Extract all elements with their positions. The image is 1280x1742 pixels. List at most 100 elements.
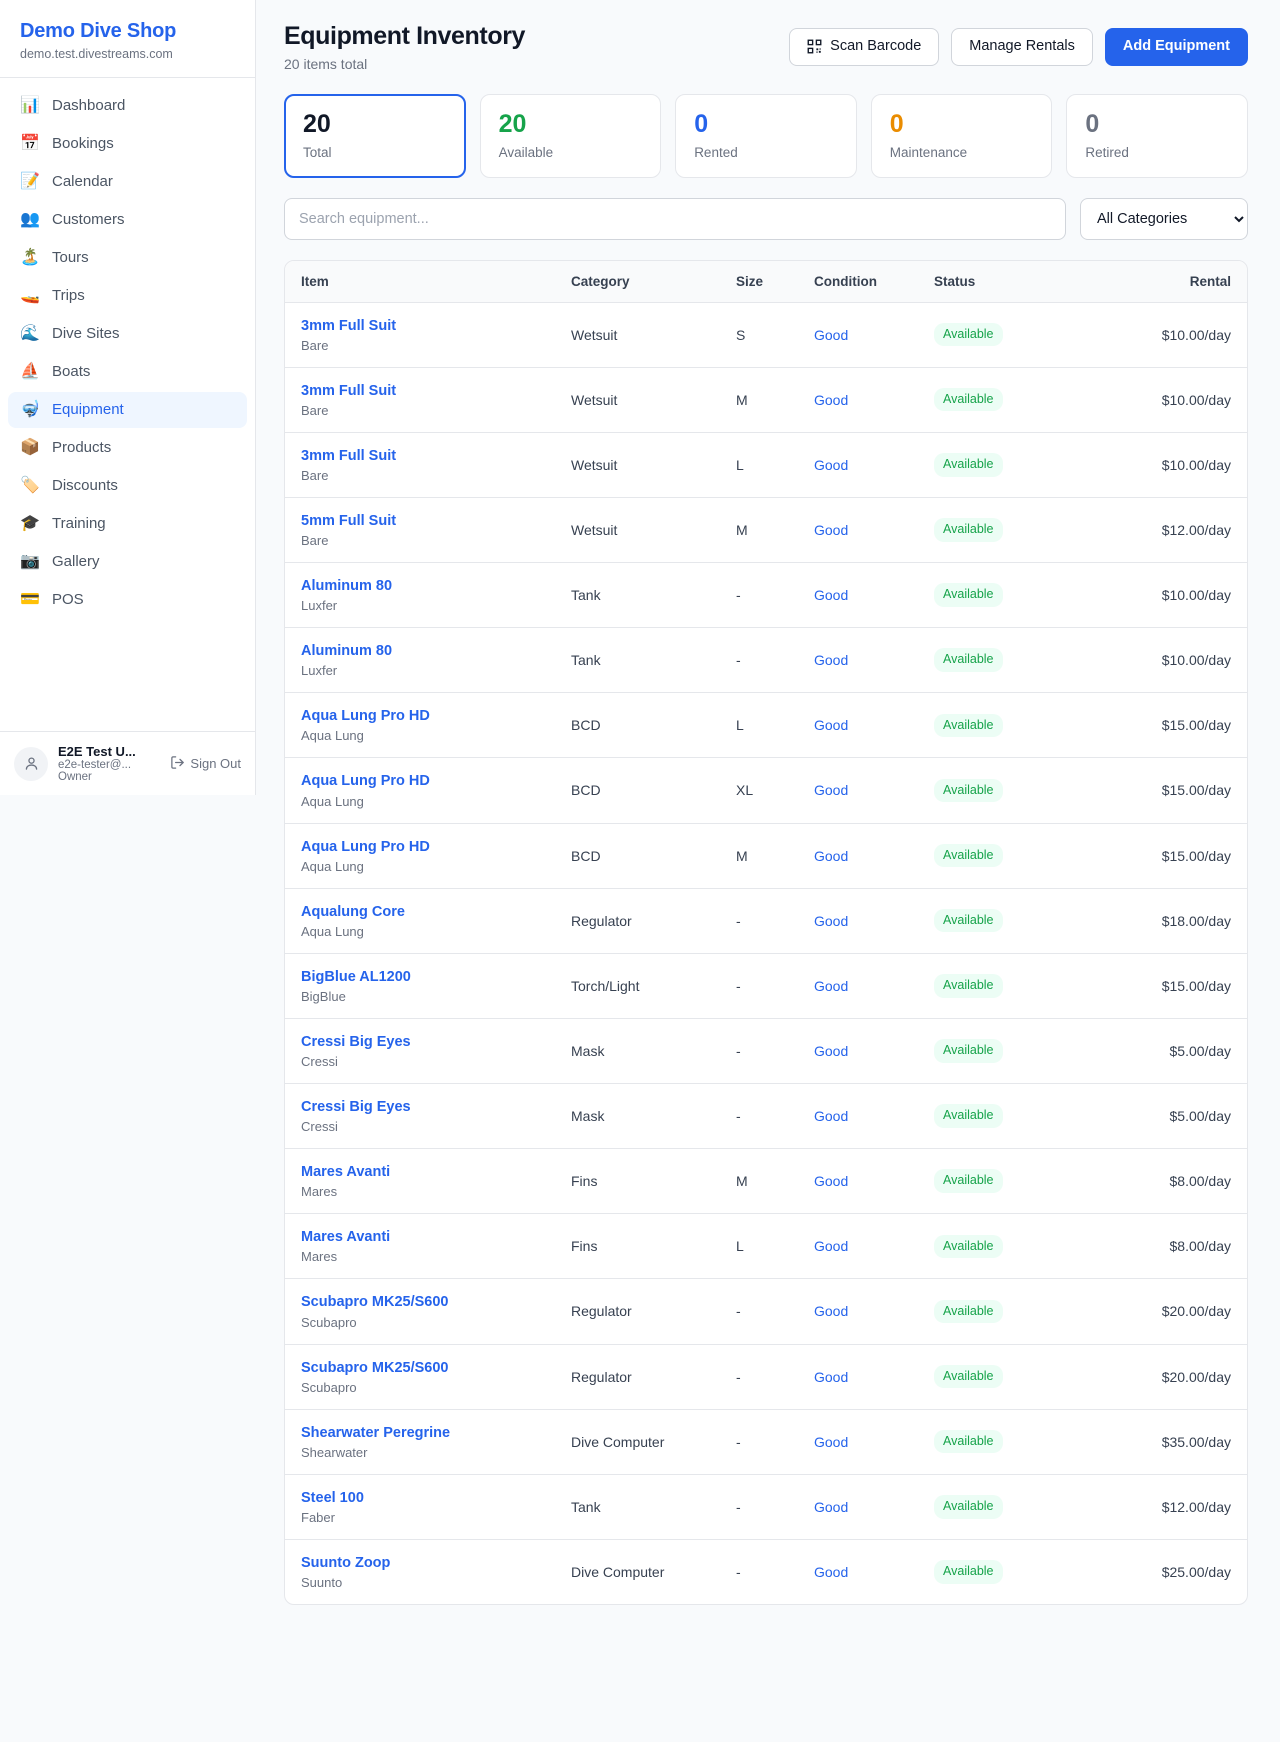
- table-row[interactable]: Aluminum 80 Luxfer Tank - Good Available $10.0…: [285, 627, 1247, 694]
- sidebar-item-dive-sites[interactable]: 🌊 Dive Sites: [8, 316, 247, 352]
- item-link[interactable]: Aqua Lung Pro HD: [301, 708, 430, 725]
- item-link[interactable]: Cressi Big Eyes: [301, 1099, 411, 1115]
- condition-link[interactable]: Good: [814, 326, 849, 343]
- sidebar-item-discounts[interactable]: 🏷️ Discounts: [8, 468, 247, 504]
- category-filter-select[interactable]: All Categories: [1080, 197, 1248, 240]
- item-link[interactable]: Scubapro MK25/S600: [301, 1359, 449, 1376]
- search-input[interactable]: [284, 197, 1066, 240]
- table-row[interactable]: Aqualung Core Aqua Lung Regulator - Good Avai…: [285, 888, 1247, 954]
- cell-condition: Good: [798, 1409, 918, 1475]
- table-row[interactable]: Suunto Zoop Suunto Dive Computer - Good Avail…: [285, 1539, 1247, 1604]
- condition-link[interactable]: Good: [814, 1108, 849, 1125]
- item-link[interactable]: Scubapro MK25/S600: [301, 1294, 449, 1311]
- item-link[interactable]: 3mm Full Suit: [301, 447, 397, 464]
- condition-link[interactable]: Good: [814, 1238, 849, 1255]
- table-row[interactable]: Scubapro MK25/S600 Scubapro Regulator - Good…: [285, 1344, 1247, 1410]
- column-header-rental[interactable]: Rental: [1063, 260, 1247, 303]
- item-link[interactable]: Mares Avanti: [301, 1164, 391, 1181]
- stat-card-maintenance[interactable]: 0 Maintenance: [870, 94, 1053, 178]
- condition-link[interactable]: Good: [814, 587, 849, 604]
- table-row[interactable]: Aqua Lung Pro HD Aqua Lung BCD M Good Availab…: [285, 823, 1247, 889]
- sidebar-item-boats[interactable]: ⛵ Boats: [8, 354, 247, 390]
- column-header-condition[interactable]: Condition: [798, 260, 918, 303]
- sidebar-item-gallery[interactable]: 📷 Gallery: [8, 544, 247, 580]
- condition-link[interactable]: Good: [814, 1563, 849, 1580]
- item-link[interactable]: Aluminum 80: [301, 643, 393, 660]
- item-link[interactable]: Aqua Lung Pro HD: [301, 773, 430, 790]
- table-row[interactable]: 3mm Full Suit Bare Wetsuit L Good Available $1…: [285, 432, 1247, 498]
- cell-item: Cressi Big Eyes Cressi: [285, 1083, 555, 1150]
- item-link[interactable]: 3mm Full Suit: [301, 382, 397, 399]
- add-equipment-button[interactable]: Add Equipment: [1104, 28, 1248, 66]
- stat-card-retired[interactable]: 0 Retired: [1066, 94, 1248, 178]
- sidebar-item-trips[interactable]: 🚤 Trips: [8, 278, 247, 314]
- cell-rental: $10.00/day: [1063, 367, 1247, 433]
- sidebar-item-bookings[interactable]: 📅 Bookings: [8, 126, 247, 162]
- equipment-table-card: Item Category Size Condition Status Rental 3m…: [284, 259, 1248, 1605]
- item-link[interactable]: Cressi Big Eyes: [301, 1033, 411, 1050]
- condition-link[interactable]: Good: [814, 977, 849, 994]
- stat-card-total[interactable]: 20 Total: [284, 94, 466, 178]
- sidebar: Demo Dive Shop demo.test.divestreams.com…: [0, 0, 256, 795]
- stat-card-available[interactable]: 20 Available: [479, 94, 662, 178]
- sidebar-item-calendar[interactable]: 📝 Calendar: [8, 164, 247, 200]
- user-footer: E2E Test U... e2e-tester@... Owner Sign …: [0, 731, 255, 795]
- item-link[interactable]: 5mm Full Suit: [301, 512, 397, 529]
- condition-link[interactable]: Good: [814, 456, 849, 473]
- condition-link[interactable]: Good: [814, 1498, 849, 1515]
- sign-out-button[interactable]: Sign Out: [170, 755, 241, 773]
- brand-header[interactable]: Demo Dive Shop demo.test.divestreams.com: [0, 0, 255, 78]
- item-link[interactable]: 3mm Full Suit: [301, 317, 397, 334]
- sidebar-item-dashboard[interactable]: 📊 Dashboard: [8, 88, 247, 124]
- condition-link[interactable]: Good: [814, 1042, 849, 1059]
- sidebar-item-pos[interactable]: 💳 POS: [8, 582, 247, 618]
- item-link[interactable]: Aqua Lung Pro HD: [301, 838, 430, 855]
- table-row[interactable]: Mares Avanti Mares Fins L Good Available $8.00…: [285, 1213, 1247, 1280]
- column-header-item[interactable]: Item: [285, 260, 555, 303]
- table-row[interactable]: 3mm Full Suit Bare Wetsuit M Good Available $1…: [285, 367, 1247, 433]
- table-row[interactable]: 3mm Full Suit Bare Wetsuit S Good Available $1…: [285, 302, 1247, 368]
- item-link[interactable]: Steel 100: [301, 1489, 364, 1506]
- table-row[interactable]: Cressi Big Eyes Cressi Mask - Good Available $…: [285, 1018, 1247, 1085]
- cell-item: 5mm Full Suit Bare: [285, 497, 555, 564]
- condition-link[interactable]: Good: [814, 652, 849, 669]
- condition-link[interactable]: Good: [814, 912, 849, 929]
- table-row[interactable]: Mares Avanti Mares Fins M Good Available $8.00…: [285, 1148, 1247, 1215]
- manage-rentals-button[interactable]: Manage Rentals: [951, 28, 1093, 66]
- column-header-size[interactable]: Size: [720, 260, 798, 303]
- table-row[interactable]: Aluminum 80 Luxfer Tank - Good Available $10.0…: [285, 562, 1247, 629]
- table-row[interactable]: Shearwater Peregrine Shearwater Dive Compu…: [285, 1409, 1247, 1475]
- condition-link[interactable]: Good: [814, 521, 849, 538]
- condition-link[interactable]: Good: [814, 1303, 849, 1320]
- table-row[interactable]: Scubapro MK25/S600 Scubapro Regulator - Good…: [285, 1278, 1247, 1345]
- item-link[interactable]: Aqualung Core: [301, 903, 405, 920]
- table-row[interactable]: Steel 100 Faber Tank - Good Available $12.00/d…: [285, 1474, 1247, 1540]
- column-header-status[interactable]: Status: [918, 260, 1063, 303]
- table-row[interactable]: Aqua Lung Pro HD Aqua Lung BCD L Good Availab…: [285, 692, 1247, 759]
- sidebar-item-training[interactable]: 🎓 Training: [8, 506, 247, 542]
- sidebar-item-tours[interactable]: 🏝️ Tours: [8, 240, 247, 276]
- cell-item: Shearwater Peregrine Shearwater: [285, 1409, 555, 1475]
- sidebar-item-products[interactable]: 📦 Products: [8, 430, 247, 466]
- condition-link[interactable]: Good: [814, 1433, 849, 1450]
- scan-barcode-button[interactable]: Scan Barcode: [789, 28, 940, 66]
- sidebar-item-customers[interactable]: 👥 Customers: [8, 202, 247, 238]
- table-row[interactable]: Cressi Big Eyes Cressi Mask - Good Available $…: [285, 1083, 1247, 1150]
- item-link[interactable]: BigBlue AL1200: [301, 968, 411, 985]
- condition-link[interactable]: Good: [814, 782, 849, 799]
- item-link[interactable]: Aluminum 80: [301, 578, 393, 594]
- column-header-category[interactable]: Category: [555, 260, 720, 303]
- stat-card-rented[interactable]: 0 Rented: [675, 94, 857, 178]
- table-row[interactable]: 5mm Full Suit Bare Wetsuit M Good Available $1…: [285, 497, 1247, 564]
- item-link[interactable]: Suunto Zoop: [301, 1554, 391, 1571]
- item-link[interactable]: Shearwater Peregrine: [301, 1424, 451, 1441]
- condition-link[interactable]: Good: [814, 717, 849, 734]
- sidebar-item-equipment[interactable]: 🤿 Equipment: [8, 392, 247, 428]
- item-link[interactable]: Mares Avanti: [301, 1229, 391, 1246]
- condition-link[interactable]: Good: [814, 391, 849, 408]
- condition-link[interactable]: Good: [814, 1173, 849, 1190]
- condition-link[interactable]: Good: [814, 847, 849, 864]
- table-row[interactable]: Aqua Lung Pro HD Aqua Lung BCD XL Good Availa…: [285, 757, 1247, 824]
- table-row[interactable]: BigBlue AL1200 BigBlue Torch/Light - Good Ava…: [285, 953, 1247, 1019]
- condition-link[interactable]: Good: [814, 1368, 849, 1385]
